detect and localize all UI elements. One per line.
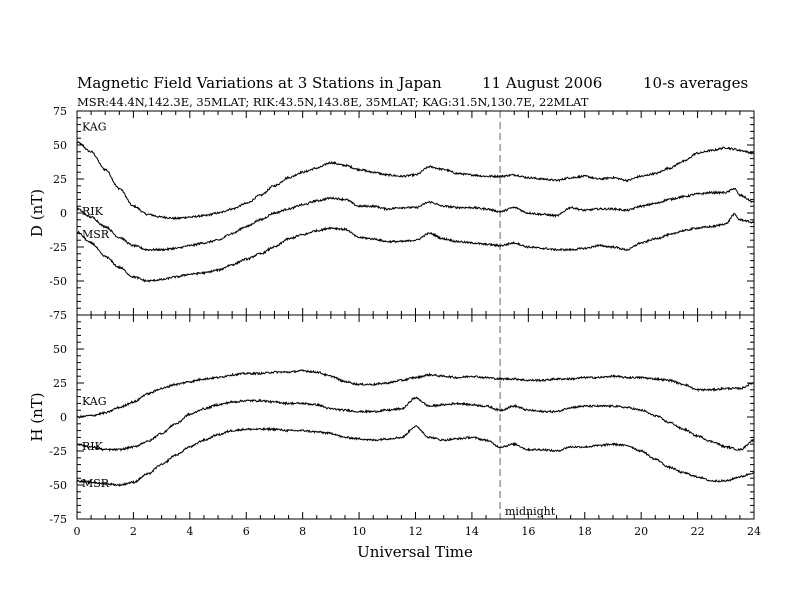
bottom-series-label-msr: MSR — [82, 477, 110, 490]
bottom-series-label-kag: KAG — [82, 395, 107, 408]
top-y-axis-title: D (nT) — [28, 189, 46, 237]
bottom-series-msr-line — [76, 425, 755, 487]
station-coordinates: MSR:44.4N,142.3E, 35MLAT; RIK:43.5N,143.… — [77, 95, 589, 109]
chart-title: Magnetic Field Variations at 3 Stations … — [77, 74, 442, 92]
x-tick-label: 4 — [186, 525, 193, 538]
top-y-tick-label: 25 — [53, 173, 67, 186]
x-tick-label: 0 — [74, 525, 81, 538]
bottom-y-tick-label: 0 — [60, 411, 67, 424]
bottom-y-tick-label: 25 — [53, 377, 67, 390]
x-tick-label: 2 — [130, 525, 137, 538]
x-tick-label: 24 — [747, 525, 761, 538]
top-series-kag-line — [76, 140, 755, 221]
bottom-y-tick-label: -25 — [49, 445, 67, 458]
series-layer — [76, 140, 755, 487]
top-series-label-msr: MSR — [82, 228, 110, 241]
x-tick-label: 18 — [578, 525, 592, 538]
chart-date: 11 August 2006 — [482, 74, 602, 92]
top-series-msr-line — [76, 212, 755, 283]
top-y-tick-label: 0 — [60, 207, 67, 220]
x-tick-label: 16 — [521, 525, 535, 538]
x-tick-label: 10 — [352, 525, 366, 538]
x-tick-label: 12 — [409, 525, 423, 538]
bottom-y-tick-label: -50 — [49, 479, 67, 492]
labels-layer: -75 -50 -25 0 25 50 75 KAG RIK MSR -75 -50 -25 0 25 50 0… — [49, 105, 761, 538]
top-y-tick-label: -75 — [49, 309, 67, 322]
x-tick-label: 22 — [691, 525, 705, 538]
top-y-tick-label: 75 — [53, 105, 67, 118]
bottom-series-label-rik: RIK — [82, 440, 104, 453]
top-y-tick-label: 50 — [53, 139, 67, 152]
bottom-panel-frame — [76, 314, 755, 520]
midnight-label: midnight — [505, 505, 556, 518]
x-tick-label: 6 — [243, 525, 250, 538]
x-tick-label: 20 — [634, 525, 648, 538]
top-series-label-kag: KAG — [82, 120, 107, 133]
top-series-rik-line — [76, 187, 755, 252]
bottom-y-tick-label: -75 — [49, 513, 67, 526]
x-tick-label: 8 — [299, 525, 306, 538]
bottom-y-tick-label: 50 — [53, 343, 67, 356]
x-axis-title: Universal Time — [357, 543, 473, 561]
top-panel-frame — [76, 110, 755, 316]
bottom-y-axis-title: H (nT) — [28, 392, 46, 441]
top-y-tick-label: -50 — [49, 275, 67, 288]
bottom-series-kag-line — [76, 369, 755, 419]
top-series-label-rik: RIK — [82, 205, 104, 218]
chart-averaging: 10-s averages — [643, 74, 748, 92]
bottom-series-rik-line — [76, 396, 755, 452]
top-y-tick-label: -25 — [49, 241, 67, 254]
x-tick-label: 14 — [465, 525, 479, 538]
